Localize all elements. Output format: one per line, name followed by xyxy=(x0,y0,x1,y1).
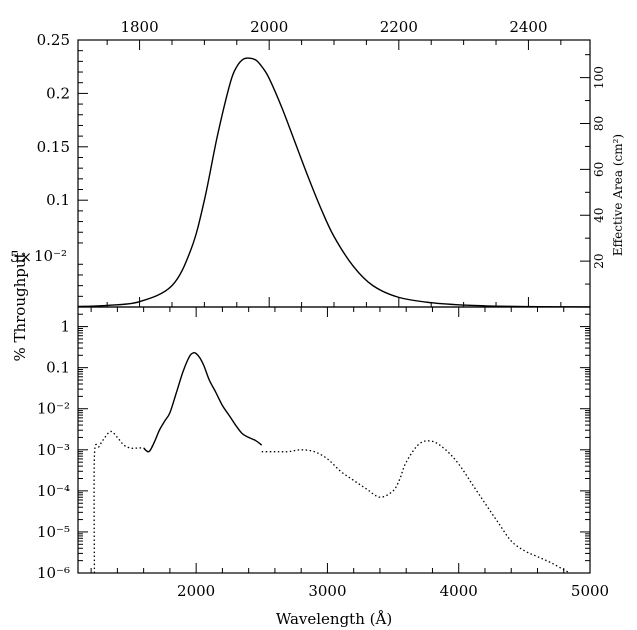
bottom-y-tick-label: 10⁻³ xyxy=(37,441,70,459)
bottom-panel-ticks xyxy=(78,306,591,574)
bottom-y-tick-label: 10⁻⁵ xyxy=(37,523,70,541)
top-right-tick-label: 20 xyxy=(592,253,606,268)
bottom-panel: 2000 3000 4000 5000 10⁻⁶ 10⁻⁵ 10⁻⁴ 10⁻³ 10⁻² 0.1 1 xyxy=(37,306,609,600)
bottom-panel-frame xyxy=(77,306,591,574)
bottom-y-tick-label: 10⁻⁶ xyxy=(37,564,70,582)
top-throughput-line xyxy=(77,57,591,308)
bottom-panel-series xyxy=(93,351,571,574)
bottom-y-tick-label: 1 xyxy=(60,318,70,336)
top-right-tick-label: 60 xyxy=(592,162,606,177)
top-right-tick-label: 80 xyxy=(592,116,606,131)
top-x-tick-label: 1800 xyxy=(120,18,158,36)
overlap-label-10e-2: 10⁻² xyxy=(34,247,67,265)
top-panel-series xyxy=(77,57,591,308)
bottom-x-tick-label: 5000 xyxy=(571,582,609,600)
top-x-tick-label: 2400 xyxy=(509,18,547,36)
x-axis-title: Wavelength (Å) xyxy=(276,610,392,628)
top-right-tick-label: 100 xyxy=(592,66,606,89)
bottom-throughput-solid-line xyxy=(143,351,263,453)
y-axis-title: % Throughput xyxy=(11,252,29,361)
bottom-y-tick-label: 10⁻⁴ xyxy=(37,482,70,500)
top-y-tick-label: 0.1 xyxy=(46,191,70,209)
bottom-x-tick-label: 3000 xyxy=(308,582,346,600)
top-panel-ticks xyxy=(78,39,590,307)
top-right-tick-label: 40 xyxy=(592,208,606,223)
bottom-throughput-dotted-line xyxy=(93,430,155,574)
top-y-tick-label: 0.25 xyxy=(37,31,70,49)
top-y-tick-label: 0.2 xyxy=(46,84,70,102)
right-axis-title: Effective Area (cm²) xyxy=(611,134,625,256)
bottom-panel-tick-labels: 2000 3000 4000 5000 10⁻⁶ 10⁻⁵ 10⁻⁴ 10⁻³ 10⁻² 0.1 1 xyxy=(37,318,609,600)
top-panel-tick-labels: 1800 2000 2200 2400 0.1 0.15 0.2 0.25 20 40 60 80 10… xyxy=(37,18,606,269)
top-x-tick-label: 2000 xyxy=(250,18,288,36)
overlap-label-5x: 5× xyxy=(10,248,32,266)
bottom-x-tick-label: 4000 xyxy=(440,582,478,600)
bottom-y-tick-label: 0.1 xyxy=(46,359,70,377)
bottom-y-tick-label: 10⁻² xyxy=(37,400,70,418)
bottom-x-tick-label: 2000 xyxy=(177,582,215,600)
top-y-tick-label: 0.15 xyxy=(37,138,70,156)
top-panel: 1800 2000 2200 2400 0.1 0.15 0.2 0.25 20 40 60 80 10… xyxy=(37,18,606,308)
top-x-tick-label: 2200 xyxy=(380,18,418,36)
